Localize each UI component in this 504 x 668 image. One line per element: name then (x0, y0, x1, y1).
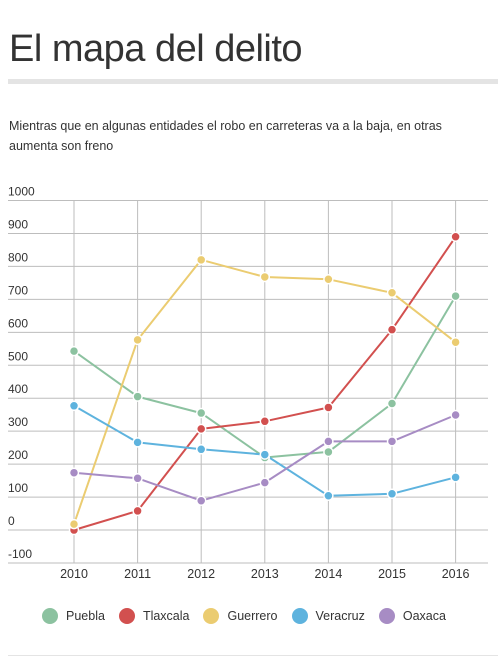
data-point-tlaxcala (259, 416, 271, 427)
y-tick-label: 700 (8, 283, 28, 297)
y-tick-label: 400 (8, 382, 28, 396)
x-tick-label: 2016 (442, 567, 470, 581)
legend-swatch (42, 608, 58, 624)
y-tick-label: 100 (8, 481, 28, 495)
legend-label: Guerrero (227, 609, 278, 623)
data-point-puebla (386, 398, 398, 409)
data-point-tlaxcala (195, 423, 207, 435)
title-divider (8, 79, 498, 84)
data-point-oaxaca (68, 467, 80, 478)
legend-swatch (203, 608, 220, 624)
legend-item-guerrero: Guerrero (203, 608, 278, 624)
legend-swatch (378, 608, 395, 624)
x-tick-label: 2013 (251, 567, 279, 581)
data-point-puebla (195, 407, 207, 419)
data-point-veracruz (195, 444, 207, 455)
x-tick-label: 2010 (60, 567, 88, 581)
data-point-oaxaca (450, 409, 461, 421)
data-point-tlaxcala (323, 402, 334, 413)
data-point-tlaxcala (386, 324, 398, 335)
legend-label: Puebla (66, 609, 105, 623)
data-point-veracruz (323, 490, 334, 502)
y-tick-label: -100 (8, 547, 32, 561)
data-point-veracruz (259, 449, 271, 460)
data-point-guerrero (195, 254, 207, 266)
bottom-divider (8, 655, 498, 656)
data-point-puebla (450, 290, 461, 302)
x-axis-ticks: 2010 2011 2012 2013 2014 2015 2016 (60, 567, 469, 581)
data-point-veracruz (450, 472, 461, 483)
chart-legend: Puebla Tlaxcala Guerrero Veracruz Oaxaca (42, 606, 460, 626)
data-point-guerrero (323, 274, 334, 285)
y-tick-label: 900 (8, 217, 28, 231)
legend-swatch (291, 608, 308, 624)
data-point-oaxaca (259, 477, 271, 488)
legend-item-oaxaca: Oaxaca (378, 608, 446, 624)
legend-label: Veracruz (315, 609, 365, 623)
data-point-oaxaca (386, 436, 398, 447)
data-point-guerrero (259, 271, 271, 283)
data-point-veracruz (68, 400, 80, 412)
chart-subtitle: Mientras que en algunas entidades el rob… (9, 119, 442, 153)
data-point-guerrero (68, 518, 80, 530)
y-tick-label: 800 (8, 250, 28, 264)
y-tick-label: 500 (8, 349, 28, 363)
y-tick-label: 1000 (8, 185, 35, 199)
legend-item-veracruz: Veracruz (291, 608, 365, 624)
data-point-puebla (323, 446, 334, 458)
x-tick-label: 2011 (124, 567, 151, 581)
y-tick-label: 200 (8, 448, 28, 462)
data-point-veracruz (132, 437, 143, 448)
x-tick-label: 2014 (314, 567, 342, 581)
data-point-oaxaca (132, 473, 143, 484)
data-point-puebla (68, 345, 80, 357)
data-point-puebla (132, 391, 143, 402)
data-point-guerrero (386, 287, 398, 299)
x-tick-label: 2015 (378, 567, 406, 581)
legend-swatch (118, 608, 135, 624)
legend-label: Tlaxcala (142, 609, 190, 623)
x-tick-label: 2012 (187, 567, 215, 581)
legend-label: Oaxaca (402, 609, 446, 623)
y-tick-label: 300 (8, 415, 28, 429)
page-title: El mapa del delito (9, 28, 303, 70)
grid (8, 200, 488, 564)
y-tick-label: 0 (8, 514, 15, 528)
data-point-guerrero (450, 336, 461, 348)
series-points (68, 231, 461, 536)
data-point-oaxaca (323, 436, 334, 447)
legend-item-tlaxcala: Tlaxcala (118, 608, 190, 624)
data-point-tlaxcala (450, 231, 461, 242)
data-point-veracruz (386, 488, 398, 500)
y-tick-label: 600 (8, 316, 28, 330)
data-point-guerrero (132, 334, 143, 346)
data-point-oaxaca (195, 495, 207, 506)
legend-item-puebla: Puebla (42, 608, 105, 624)
data-point-tlaxcala (132, 505, 143, 517)
